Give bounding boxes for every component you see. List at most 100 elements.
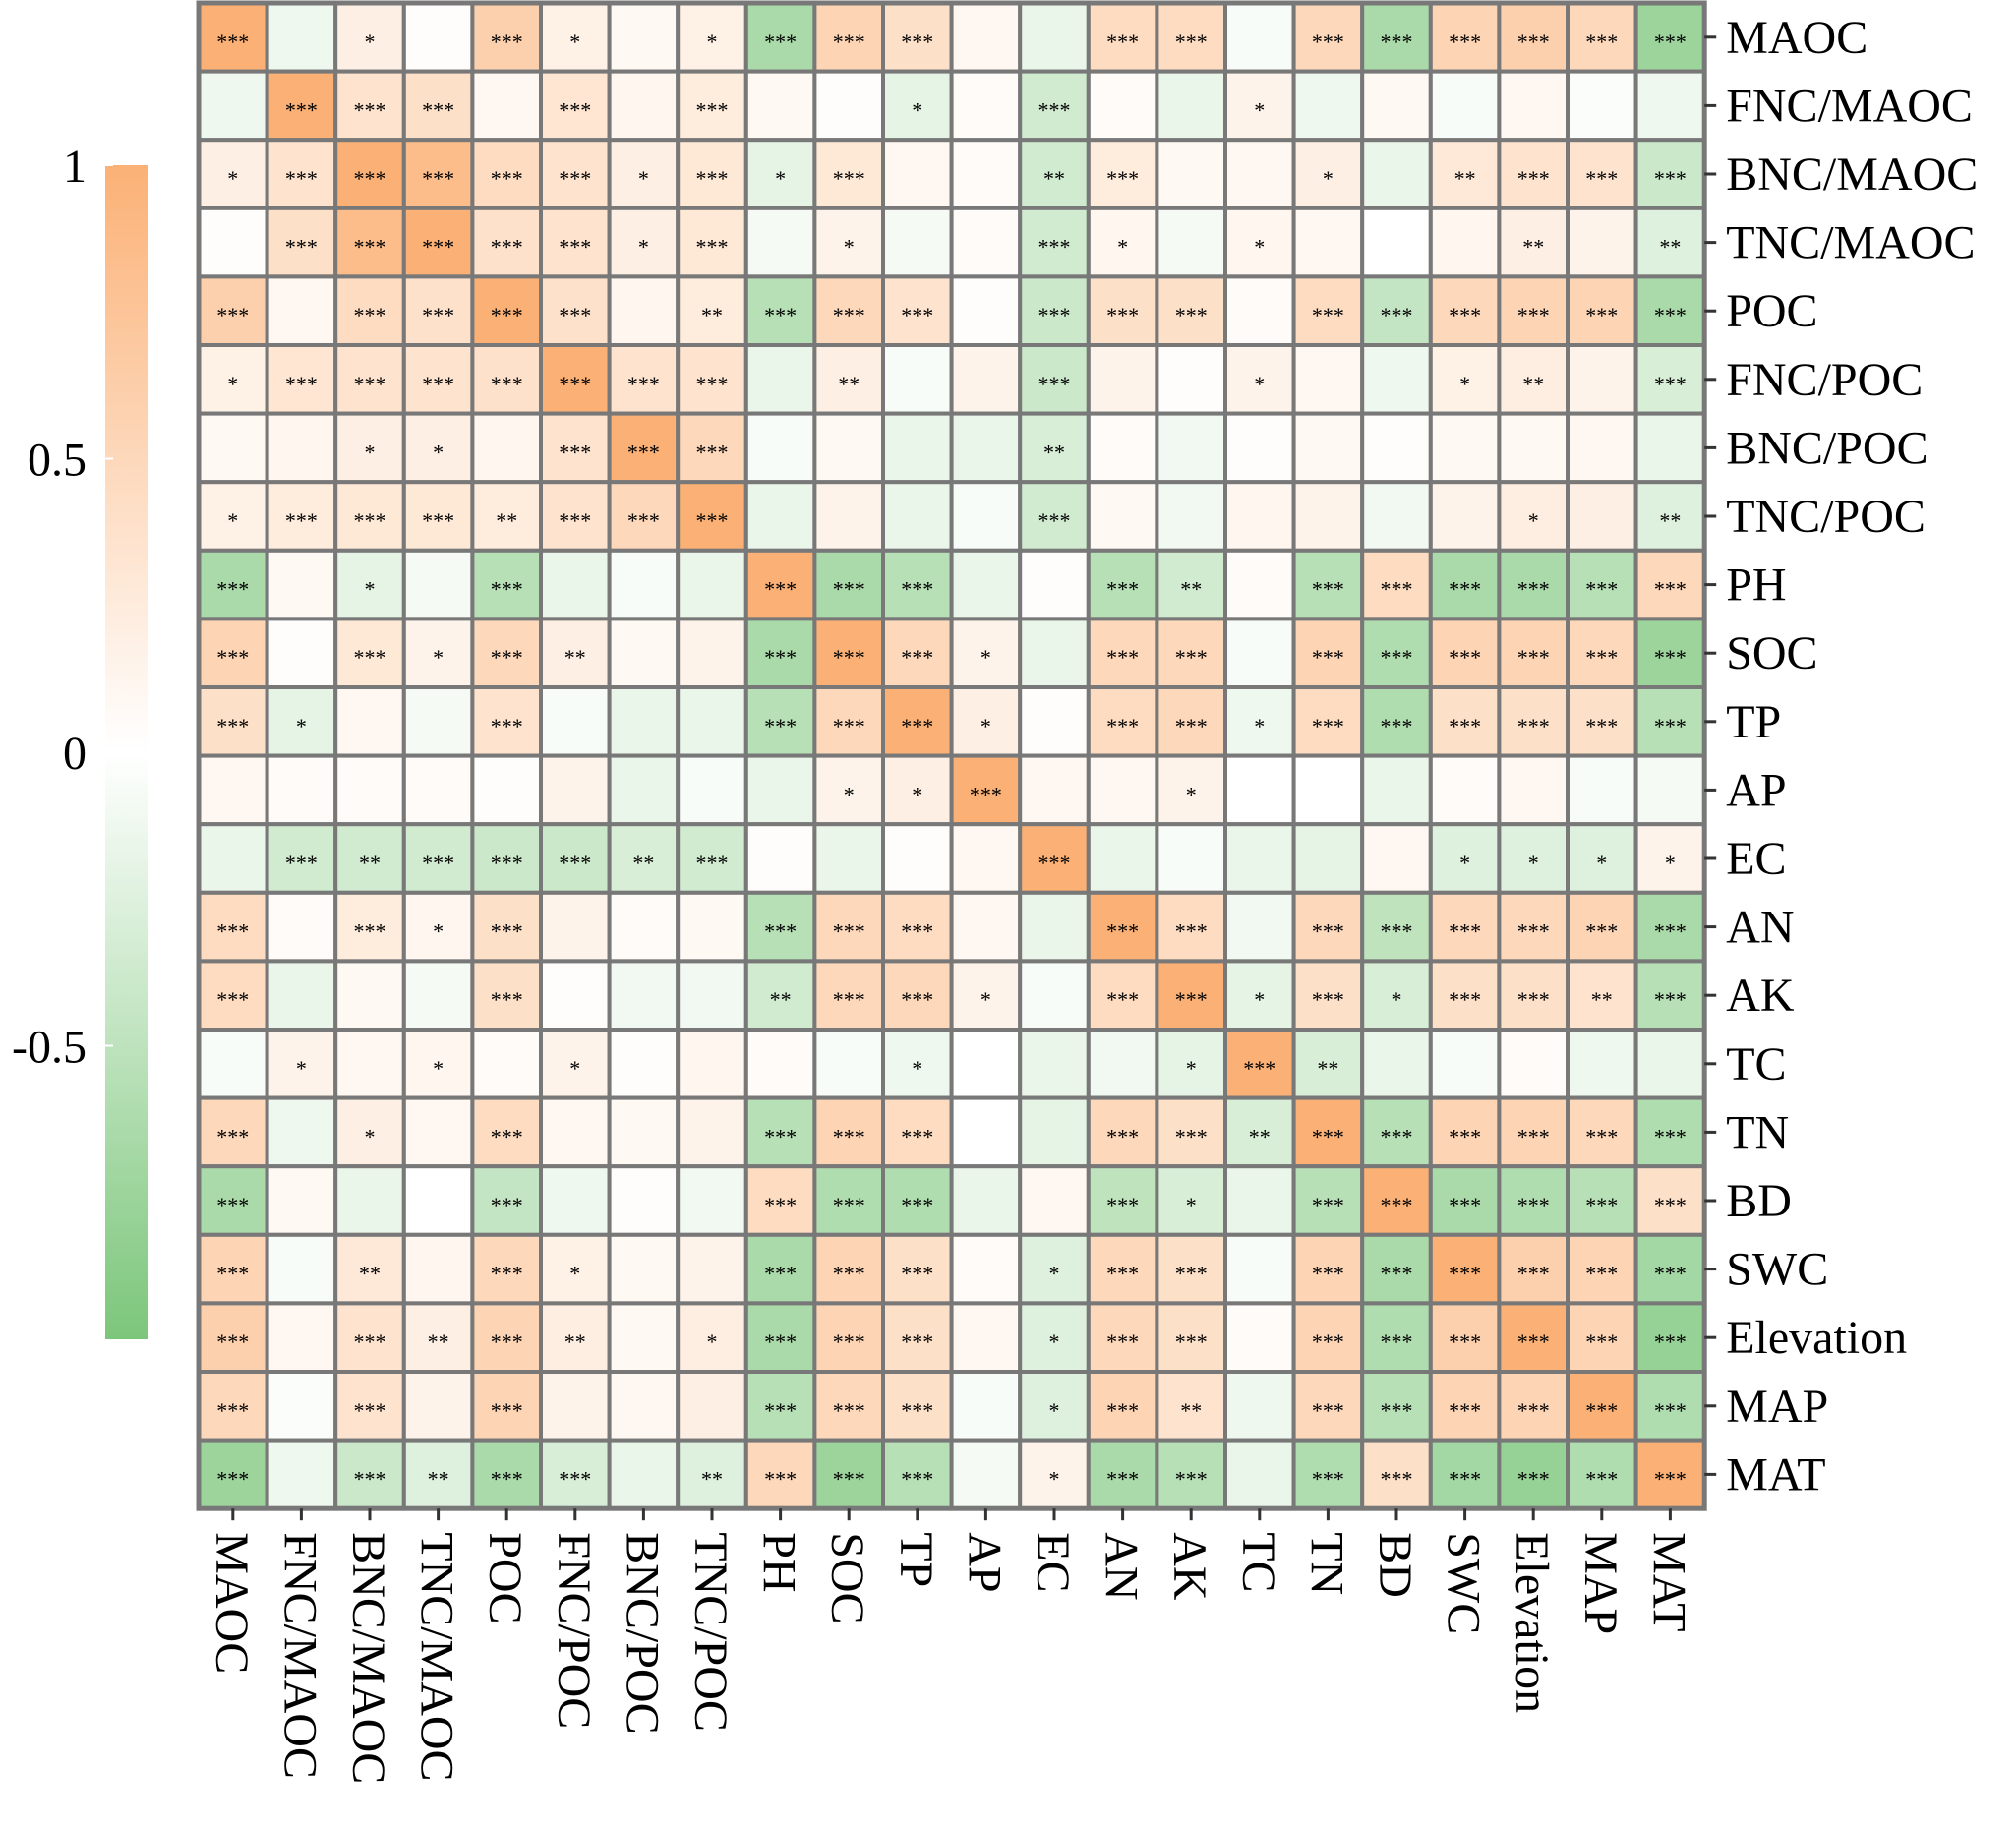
- cell-ap-tc: [1223, 753, 1296, 827]
- cell-ec-poc: [470, 822, 543, 895]
- significance-label: *: [1459, 372, 1470, 396]
- cell-tp-tnc-maoc: [401, 685, 475, 758]
- significance-label: **: [428, 1329, 449, 1354]
- significance-label: ***: [422, 166, 454, 191]
- cell-tc-maoc: [197, 1028, 269, 1100]
- cell-an-ap: [949, 890, 1023, 964]
- cell-tnc-maoc-ph: [743, 206, 817, 279]
- significance-label: ***: [696, 97, 729, 122]
- cell-fnc-maoc-map: [1566, 69, 1638, 143]
- cell-fnc-maoc-tnc-maoc: [401, 69, 475, 143]
- cell-ak-tnc-poc: [676, 959, 748, 1032]
- significance-label: ***: [1175, 303, 1208, 327]
- significance-label: *: [1323, 166, 1334, 191]
- significance-label: ***: [354, 508, 386, 533]
- cell-ap-tnc-poc: [676, 753, 748, 827]
- cell-swc-poc: [470, 1232, 543, 1306]
- significance-label: ***: [354, 1329, 386, 1354]
- cell-bnc-maoc-bd: [1360, 138, 1433, 210]
- cell-tn-poc: [470, 1095, 543, 1169]
- cell-soc-ec: [1018, 617, 1091, 690]
- cell-an-fnc-maoc: [265, 890, 338, 964]
- significance-label: ***: [1038, 303, 1071, 327]
- cell-tp-bnc-poc: [607, 685, 681, 758]
- significance-label: ***: [1038, 372, 1071, 396]
- significance-label: ***: [216, 1329, 249, 1354]
- significance-label: *: [1254, 235, 1265, 260]
- significance-label: ***: [491, 987, 523, 1012]
- cell-ap-bnc-poc: [607, 753, 681, 827]
- cell-ap-fnc-maoc: [265, 753, 338, 827]
- significance-label: ***: [764, 1262, 797, 1286]
- significance-label: ***: [1106, 1193, 1139, 1217]
- cell-bnc-poc-maoc: [197, 411, 269, 485]
- significance-label: *: [296, 714, 307, 738]
- significance-label: ***: [1381, 714, 1413, 738]
- significance-label: ***: [696, 508, 729, 533]
- cell-tnc-maoc-swc: [1428, 206, 1502, 279]
- significance-label: ***: [1449, 577, 1481, 602]
- cell-bd-tp: [881, 1164, 954, 1237]
- cell-tn-elevation: [1497, 1095, 1571, 1169]
- significance-label: **: [1043, 166, 1065, 191]
- cell-elevation-tnc-poc: [676, 1301, 748, 1375]
- cell-tnc-poc-soc: [812, 480, 886, 553]
- cell-map-tnc-poc: [676, 1370, 748, 1443]
- cell-bnc-maoc-ph: [743, 138, 817, 210]
- significance-label: ***: [901, 1466, 933, 1491]
- significance-label: *: [980, 987, 991, 1012]
- cell-an-tp: [881, 890, 954, 964]
- significance-label: ***: [1106, 645, 1139, 670]
- significance-label: ***: [285, 851, 318, 875]
- significance-label: ***: [354, 1466, 386, 1491]
- significance-label: ***: [491, 919, 523, 944]
- cell-soc-maoc: [197, 617, 269, 690]
- significance-label: ***: [696, 166, 729, 191]
- cell-tnc-maoc-bd: [1360, 206, 1433, 279]
- cell-fnc-maoc-fnc-maoc: [265, 69, 338, 143]
- colorbar: 1 0.5 0 -0.5: [12, 141, 148, 1339]
- significance-label: **: [1043, 440, 1065, 464]
- significance-label: ***: [559, 440, 591, 464]
- cell-mat-fnc-poc: [539, 1438, 612, 1511]
- cell-ec-bd: [1360, 822, 1433, 895]
- cell-fnc-poc-ap: [949, 343, 1023, 416]
- significance-label: ***: [901, 1193, 933, 1217]
- cell-bd-ap: [949, 1164, 1023, 1237]
- cell-tp-ec: [1018, 685, 1091, 758]
- cell-maoc-ap: [949, 1, 1023, 74]
- cell-ph-tc: [1223, 548, 1296, 621]
- significance-label: ***: [1585, 1262, 1618, 1286]
- significance-label: ***: [833, 1466, 865, 1491]
- significance-label: ***: [901, 303, 933, 327]
- significance-label: ***: [1449, 919, 1481, 944]
- cell-bnc-poc-tnc-maoc: [401, 411, 475, 485]
- cell-fnc-poc-bd: [1360, 343, 1433, 416]
- significance-label: *: [1254, 987, 1265, 1012]
- significance-label: ***: [1449, 1329, 1481, 1354]
- row-label-ak: AK: [1726, 970, 1795, 1022]
- significance-label: ***: [491, 1193, 523, 1217]
- cell-bnc-maoc-tp: [881, 138, 954, 210]
- cell-tc-map: [1566, 1028, 1638, 1100]
- cell-bnc-maoc-ak: [1155, 138, 1228, 210]
- significance-label: ***: [1175, 29, 1208, 54]
- significance-label: ***: [901, 645, 933, 670]
- cell-ec-tn: [1291, 822, 1365, 895]
- significance-label: ***: [1654, 1193, 1687, 1217]
- significance-label: *: [980, 645, 991, 670]
- cell-ap-ph: [743, 753, 817, 827]
- significance-label: ***: [1381, 1466, 1413, 1491]
- significance-label: ***: [833, 919, 865, 944]
- significance-label: *: [1049, 1466, 1060, 1491]
- significance-label: ***: [1654, 1466, 1687, 1491]
- significance-label: ***: [764, 714, 797, 738]
- cell-swc-tnc-maoc: [401, 1232, 475, 1306]
- cell-soc-tc: [1223, 617, 1296, 690]
- significance-label: ***: [764, 1466, 797, 1491]
- significance-label: ***: [1175, 645, 1208, 670]
- significance-label: ***: [491, 235, 523, 260]
- significance-label: *: [227, 372, 238, 396]
- cell-bnc-poc-swc: [1428, 411, 1502, 485]
